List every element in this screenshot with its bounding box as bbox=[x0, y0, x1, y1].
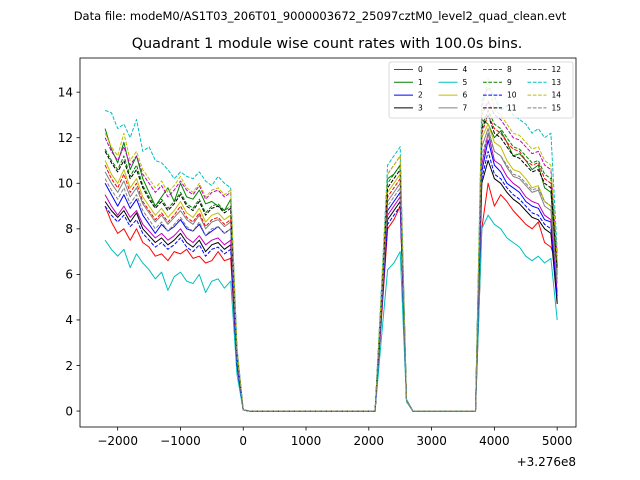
legend-label-15: 15 bbox=[552, 104, 562, 113]
y-tick-label: 14 bbox=[58, 85, 73, 99]
y-tick-label: 6 bbox=[65, 268, 73, 282]
series-layer bbox=[104, 78, 558, 412]
axes-frame bbox=[79, 57, 577, 428]
x-tick-label: −1000 bbox=[160, 434, 201, 448]
legend-label-9: 9 bbox=[507, 78, 512, 87]
x-tick-label: 1000 bbox=[291, 434, 322, 448]
y-tick-label: 12 bbox=[58, 131, 73, 145]
x-tick-label: 0 bbox=[239, 434, 247, 448]
x-tick-label: 4000 bbox=[479, 434, 510, 448]
legend-label-4: 4 bbox=[463, 65, 468, 74]
legend-label-2: 2 bbox=[418, 91, 423, 100]
legend-label-14: 14 bbox=[552, 91, 562, 100]
series-line-10 bbox=[104, 150, 558, 412]
series-line-11 bbox=[104, 114, 558, 412]
legend-label-12: 12 bbox=[552, 65, 562, 74]
x-offset-label: +3.276e8 bbox=[517, 455, 576, 469]
y-tick-label: 2 bbox=[65, 359, 73, 373]
y-tick-label: 8 bbox=[65, 222, 73, 236]
legend-box bbox=[388, 61, 574, 119]
chart-title: Quadrant 1 module wise count rates with … bbox=[132, 36, 523, 52]
chart-suptitle: Data file: modeM0/AS1T03_206T01_90000036… bbox=[74, 9, 567, 23]
axis-layer: −2000 −1000 0 1000 2000 3000 4000 5000024681012… bbox=[58, 57, 577, 469]
x-tick-label: −2000 bbox=[97, 434, 138, 448]
legend-label-1: 1 bbox=[418, 78, 423, 87]
legend-label-5: 5 bbox=[463, 78, 468, 87]
legend-label-13: 13 bbox=[552, 78, 562, 87]
y-tick-label: 4 bbox=[65, 313, 73, 327]
legend-label-8: 8 bbox=[507, 65, 512, 74]
x-tick-label: 3000 bbox=[416, 434, 447, 448]
series-line-15 bbox=[104, 132, 558, 412]
legend-label-11: 11 bbox=[507, 104, 517, 113]
legend-label-6: 6 bbox=[463, 91, 468, 100]
legend-label-10: 10 bbox=[507, 91, 517, 100]
y-tick-label: 10 bbox=[58, 177, 73, 191]
legend-label-3: 3 bbox=[418, 104, 423, 113]
series-line-9 bbox=[104, 109, 558, 412]
x-tick-label: 5000 bbox=[542, 434, 573, 448]
legend-label-7: 7 bbox=[463, 104, 468, 113]
y-tick-label: 0 bbox=[65, 404, 73, 418]
legend-label-0: 0 bbox=[418, 65, 423, 74]
x-tick-label: 2000 bbox=[354, 434, 385, 448]
